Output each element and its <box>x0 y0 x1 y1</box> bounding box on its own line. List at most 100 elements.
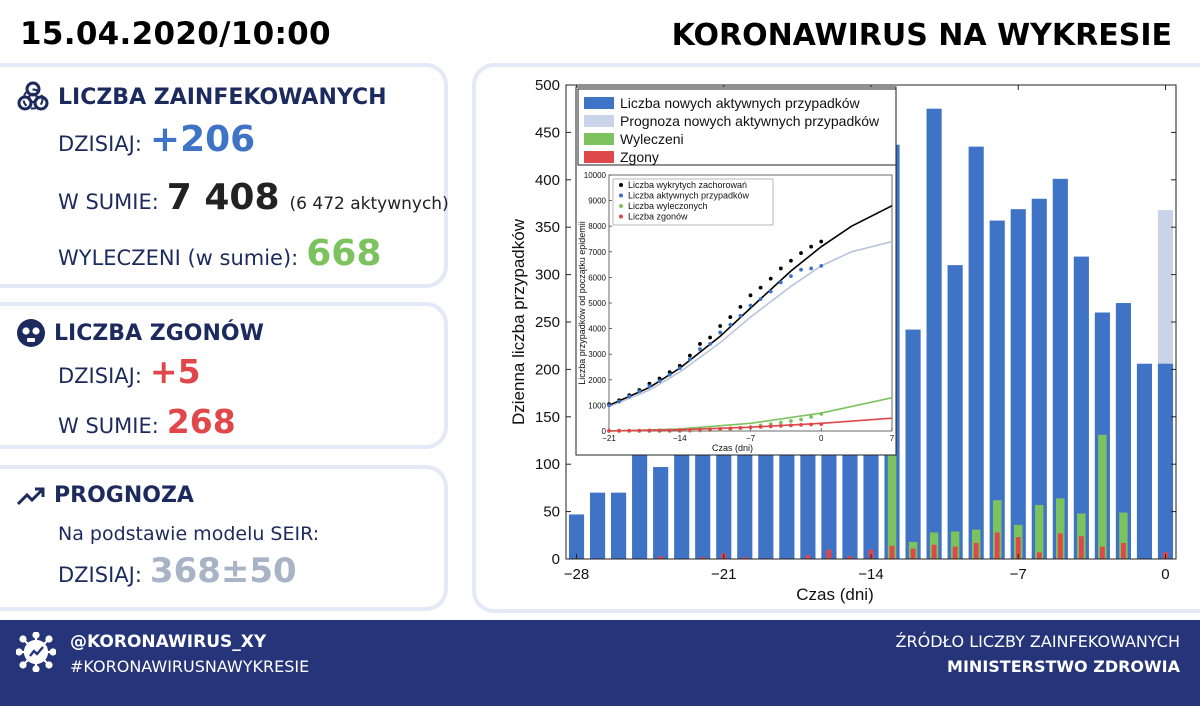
inset-y-tick-label: 0 <box>602 427 607 436</box>
new-cases-bar <box>1115 303 1131 559</box>
x-tick-label: −28 <box>564 566 589 583</box>
deaths-bar <box>1078 536 1084 559</box>
infected-active-note: (6 472 aktywnych) <box>289 194 449 214</box>
legend-box <box>577 88 897 166</box>
new-cases-bar <box>1052 178 1068 559</box>
inset-y-tick-label: 10000 <box>584 171 607 180</box>
deaths-today-value: +5 <box>149 352 201 391</box>
inset-data-point <box>748 303 753 308</box>
inset-data-point <box>738 304 743 309</box>
deaths-bar <box>952 546 958 559</box>
inset-data-point <box>617 399 622 404</box>
inset-data-point <box>789 419 793 423</box>
deaths-title: LICZBA ZGONÓW <box>54 320 264 346</box>
inset-data-point <box>789 423 793 428</box>
x-tick-label: −14 <box>858 566 883 583</box>
infected-today-value: +206 <box>149 119 256 160</box>
new-cases-bar <box>905 329 921 559</box>
deaths-card-header: LICZBA ZGONÓW <box>16 318 264 348</box>
inset-data-point <box>617 428 622 433</box>
inset-data-point <box>789 274 793 279</box>
recovered-bar <box>1056 498 1065 559</box>
inset-data-point <box>657 379 662 383</box>
new-cases-bar <box>695 453 711 559</box>
inset-data-point <box>667 428 672 433</box>
y-tick-label: 100 <box>535 456 560 473</box>
inset-data-point <box>708 335 712 340</box>
inset-data-point <box>799 251 803 255</box>
inset-y-tick-label: 9000 <box>588 197 606 206</box>
legend-label: Zgony <box>620 149 659 165</box>
y-tick-label: 450 <box>535 124 560 141</box>
deaths-bar <box>658 556 664 559</box>
inset-data-point <box>758 297 763 302</box>
inset-data-point <box>607 403 611 408</box>
forecast-card-header: PROGNOZA <box>16 483 194 508</box>
inset-y-tick-label: 2000 <box>588 376 606 385</box>
inset-data-point <box>819 411 824 416</box>
deaths-bar <box>1099 546 1105 559</box>
inset-y-tick-label: 5000 <box>588 299 606 308</box>
inset-data-point <box>809 244 814 249</box>
inset-x-tick-label: −21 <box>602 434 616 443</box>
inset-data-point <box>698 427 702 432</box>
recovered-bar <box>1035 504 1044 559</box>
inset-data-point <box>778 420 783 425</box>
inset-data-point <box>677 366 682 371</box>
inset-data-point <box>687 357 692 362</box>
x-tick-label: 0 <box>1161 566 1169 583</box>
inset-y-tick-label: 3000 <box>588 350 606 359</box>
new-cases-bar <box>863 453 879 559</box>
inset-data-point <box>819 239 824 244</box>
forecast-model-text: Na podstawie modelu SEIR: <box>58 523 320 545</box>
inset-x-tick-label: 0 <box>819 434 824 443</box>
deaths-bar <box>1015 537 1021 559</box>
daily-cases-chart: 0 50 100 150 200 250 300 350 400 450 500 −28 −21 −14 −… <box>509 77 1177 604</box>
inset-y-tick-label: 6000 <box>588 273 606 282</box>
inset-legend-label: Liczba aktywnych przypadków <box>628 191 750 201</box>
x-tick-label: −21 <box>711 566 736 583</box>
y-tick-label: 350 <box>535 219 560 236</box>
inset-legend-marker <box>619 204 623 208</box>
inset-data-point <box>819 422 824 427</box>
deaths-bar <box>889 545 895 559</box>
inset-data-point <box>728 315 733 319</box>
inset-data-point <box>738 426 743 430</box>
deaths-bar <box>973 542 979 559</box>
inset-data-point <box>657 428 662 433</box>
recovered-bar <box>887 449 897 559</box>
source-name: MINISTERSTWO ZDROWIA <box>947 657 1180 676</box>
inset-data-point <box>748 425 753 430</box>
social-handle[interactable]: @KORONAWIRUS_XY <box>70 632 267 652</box>
new-cases-bar <box>674 453 690 559</box>
y-tick-label: 300 <box>535 267 560 284</box>
inset-data-point <box>627 394 632 399</box>
hashtag[interactable]: #KORONAWIRUSNAWYKRESIE <box>70 657 310 676</box>
new-cases-bar <box>1031 198 1047 559</box>
virus-icon <box>16 632 56 672</box>
inset-data-point <box>687 428 692 432</box>
forecast-today-value: 368±50 <box>149 551 297 591</box>
new-cases-bar <box>716 453 732 559</box>
recovered-bar <box>992 500 1002 559</box>
deaths-bar <box>1036 552 1042 559</box>
main-legend: Liczba nowych aktywnych przypadków Progno… <box>577 88 897 166</box>
infected-today-label: DZISIAJ: <box>58 132 142 156</box>
inset-legend-marker <box>619 214 623 219</box>
x-tick-label: −7 <box>1010 566 1027 583</box>
deaths-total-value: 268 <box>166 402 236 441</box>
inset-y-tick-label: 1000 <box>588 401 606 410</box>
inset-y-axis-label: Liczba przypadków od początku epidemii <box>577 221 587 385</box>
y-tick-label: 250 <box>535 314 560 331</box>
new-cases-bar <box>926 108 942 559</box>
inset-x-tick-label: −14 <box>673 434 687 443</box>
inset-data-point <box>728 426 733 431</box>
new-cases-bar <box>737 453 753 559</box>
inset-data-point <box>809 422 814 427</box>
new-cases-bar <box>758 453 774 559</box>
new-cases-bar <box>611 492 627 559</box>
inset-data-point <box>738 313 743 318</box>
x-axis-label: Czas (dni) <box>796 585 873 604</box>
inset-data-point <box>698 347 702 351</box>
source-label: ŹRÓDŁO LICZBY ZAINFEKOWANYCH <box>895 632 1180 651</box>
